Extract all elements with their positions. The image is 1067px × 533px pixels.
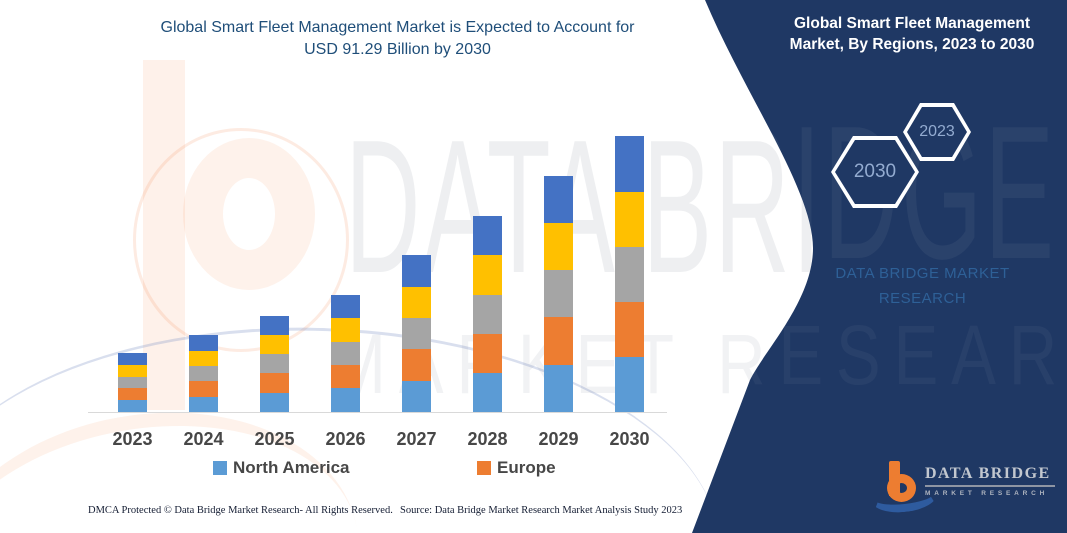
legend-item-north-america: North America <box>213 458 350 478</box>
bar-segment-Europe <box>260 373 289 393</box>
watermark-on-panel-line2: MARKET RESEARCH <box>330 309 1067 403</box>
bar-segment-unlabeled-royal-blue-series <box>118 353 147 365</box>
bar-segment-North America <box>615 356 644 412</box>
bar-segment-unlabeled-yellow-series <box>118 365 147 377</box>
bar-segment-unlabeled-gray-series <box>615 246 644 302</box>
source-note: Source: Data Bridge Market Research Mark… <box>400 505 683 516</box>
bar-segment-unlabeled-royal-blue-series <box>473 216 502 256</box>
bar-segment-unlabeled-gray-series <box>331 341 360 365</box>
x-axis-label-2030: 2030 <box>609 429 650 449</box>
bar-segment-unlabeled-yellow-series <box>615 191 644 247</box>
bar-segment-unlabeled-royal-blue-series <box>615 136 644 192</box>
legend-item-europe: Europe <box>477 458 556 478</box>
dmca-notice: DMCA Protected © Data Bridge Market Rese… <box>88 505 393 516</box>
x-axis-label-2026: 2026 <box>325 429 366 449</box>
bar-segment-Europe <box>118 388 147 401</box>
side-panel-navy <box>692 0 1067 533</box>
chart-legend: North America Europe <box>0 458 700 482</box>
stacked-bar-2028 <box>473 216 502 412</box>
chart-title-line1: Global Smart Fleet Management Market is … <box>160 19 635 36</box>
chart-title: Global Smart Fleet Management Market is … <box>85 17 710 61</box>
bar-segment-unlabeled-yellow-series <box>473 255 502 295</box>
bar-segment-Europe <box>331 364 360 389</box>
bar-segment-unlabeled-gray-series <box>473 294 502 334</box>
x-axis-label-2027: 2027 <box>396 429 437 449</box>
bar-segment-Europe <box>189 381 218 397</box>
x-axis-label-2024: 2024 <box>183 429 224 449</box>
stacked-bar-2027 <box>402 255 431 412</box>
bar-segment-unlabeled-gray-series <box>260 354 289 374</box>
bar-segment-unlabeled-gray-series <box>402 318 431 350</box>
bar-segment-North America <box>260 392 289 412</box>
bar-segment-unlabeled-royal-blue-series <box>402 255 431 287</box>
x-axis-line <box>88 412 667 413</box>
x-axis-label-2023: 2023 <box>112 429 153 449</box>
stacked-bar-2030 <box>615 136 644 412</box>
bar-segment-North America <box>544 364 573 412</box>
bar-segment-unlabeled-royal-blue-series <box>189 335 218 351</box>
bar-segment-unlabeled-yellow-series <box>331 318 360 342</box>
bar-segment-North America <box>189 396 218 412</box>
stacked-bar-2024 <box>189 335 218 412</box>
watermark-b-logo-ring <box>133 128 349 352</box>
x-axis-label-2029: 2029 <box>538 429 579 449</box>
bar-segment-Europe <box>402 349 431 381</box>
bar-segment-unlabeled-gray-series <box>118 376 147 389</box>
watermark-on-panel-line1: DATA BRIDGE <box>345 87 1056 299</box>
bar-segment-unlabeled-royal-blue-series <box>260 315 289 335</box>
legend-swatch-icon <box>213 461 227 475</box>
bar-segment-unlabeled-yellow-series <box>402 286 431 318</box>
bar-segment-Europe <box>544 317 573 365</box>
bar-segment-unlabeled-royal-blue-series <box>544 175 573 223</box>
bar-segment-North America <box>118 400 147 412</box>
bar-segment-unlabeled-yellow-series <box>260 334 289 355</box>
chart-title-line2: USD 91.29 Billion by 2030 <box>304 41 491 58</box>
bar-segment-unlabeled-royal-blue-series <box>331 294 360 319</box>
x-axis-label-2025: 2025 <box>254 429 295 449</box>
bar-segment-unlabeled-gray-series <box>189 365 218 382</box>
bar-segment-unlabeled-gray-series <box>544 270 573 318</box>
bar-segment-unlabeled-yellow-series <box>544 222 573 271</box>
stacked-bar-2023 <box>118 353 147 412</box>
legend-swatch-icon <box>477 461 491 475</box>
x-axis-label-2028: 2028 <box>467 429 508 449</box>
bar-segment-North America <box>331 388 360 412</box>
bar-segment-North America <box>473 372 502 412</box>
stacked-bar-2025 <box>260 315 289 412</box>
bar-segment-Europe <box>615 301 644 357</box>
legend-label: Europe <box>497 458 556 477</box>
bar-segment-unlabeled-yellow-series <box>189 350 218 366</box>
stacked-bar-2029 <box>544 175 573 412</box>
bar-segment-Europe <box>473 333 502 373</box>
bar-segment-North America <box>402 380 431 412</box>
legend-label: North America <box>233 458 350 477</box>
stacked-bar-2026 <box>331 294 360 412</box>
